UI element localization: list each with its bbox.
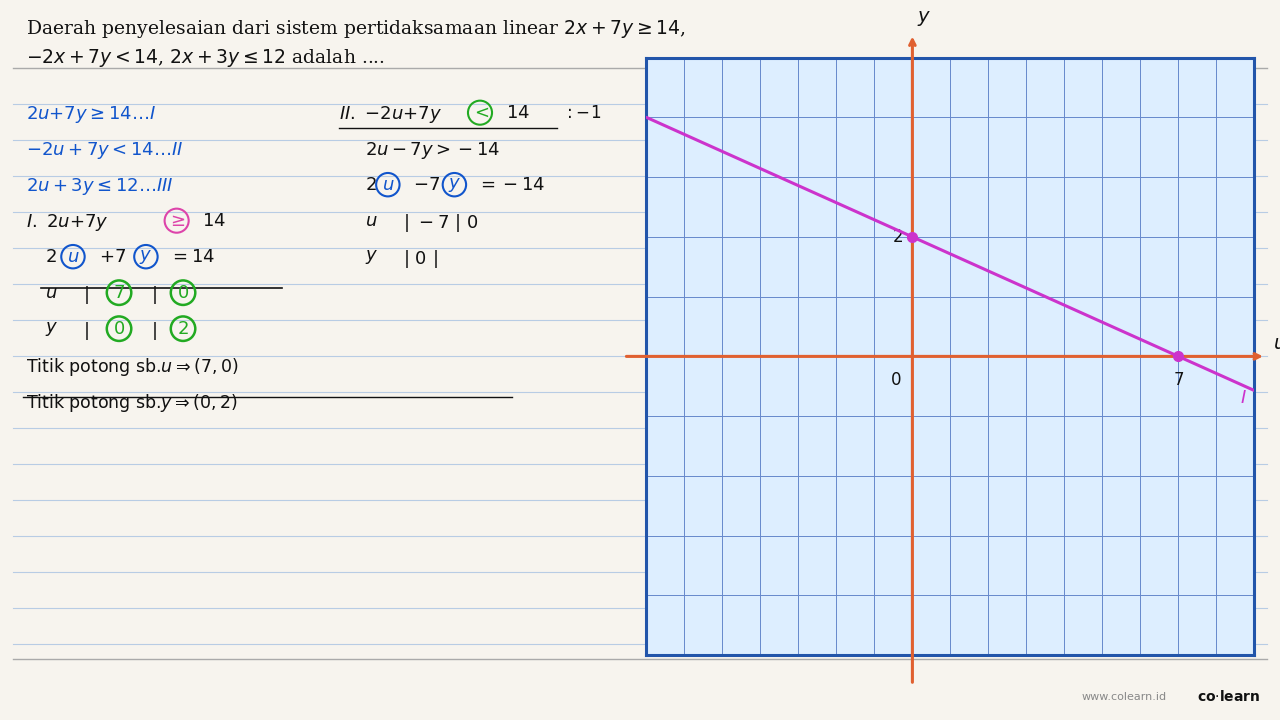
Text: $0$: $0$	[177, 284, 189, 302]
Text: $|$: $|$	[151, 320, 156, 343]
Text: $|$: $|$	[151, 284, 156, 307]
Text: $u$: $u$	[365, 212, 378, 230]
Text: $14$: $14$	[506, 104, 530, 122]
Text: $y$: $y$	[140, 248, 152, 266]
Text: 7: 7	[1174, 372, 1184, 390]
Text: $y$: $y$	[448, 176, 461, 194]
Text: $:\!-\!1$: $:\!-\!1$	[563, 104, 602, 122]
Text: $|$: $|$	[83, 320, 88, 343]
Text: $+7$: $+7$	[99, 248, 125, 266]
Text: $2u - 7y > -14$: $2u - 7y > -14$	[365, 140, 500, 161]
Text: 2: 2	[892, 228, 902, 246]
Text: $<$: $<$	[471, 104, 489, 122]
Text: $2u + 3y \leq 12 \ldots III$: $2u + 3y \leq 12 \ldots III$	[26, 176, 173, 197]
Text: $-7$: $-7$	[413, 176, 440, 194]
Text: $= 14$: $= 14$	[169, 248, 215, 266]
Text: $2$: $2$	[45, 248, 56, 266]
Text: $I$: $I$	[1239, 390, 1247, 408]
Text: $u$: $u$	[1274, 334, 1280, 354]
Text: $II.\ {-}2u{+}7y$: $II.\ {-}2u{+}7y$	[339, 104, 442, 125]
Text: $|$: $|$	[83, 284, 88, 307]
Text: $u$: $u$	[45, 284, 58, 302]
Text: $2u{+}7y \geq 14 \ldots I$: $2u{+}7y \geq 14 \ldots I$	[26, 104, 155, 125]
Text: Titik potong sb.$y \Rightarrow (0,2)$: Titik potong sb.$y \Rightarrow (0,2)$	[26, 392, 237, 415]
Text: $= -14$: $= -14$	[477, 176, 545, 194]
Text: $-2u + 7y < 14 \ldots II$: $-2u + 7y < 14 \ldots II$	[26, 140, 183, 161]
Text: $y$: $y$	[365, 248, 378, 266]
Text: 0: 0	[891, 372, 901, 390]
Text: $y$: $y$	[45, 320, 58, 338]
Text: $0$: $0$	[113, 320, 125, 338]
Text: $y$: $y$	[916, 9, 932, 27]
Text: $14$: $14$	[202, 212, 227, 230]
Text: $\geq$: $\geq$	[168, 212, 186, 230]
Text: $2$: $2$	[177, 320, 189, 338]
Text: $2$: $2$	[365, 176, 376, 194]
Text: $|\ -7\ |\ 0$: $|\ -7\ |\ 0$	[403, 212, 479, 235]
Text: $-2x + 7y < 14$, $2x + 3y \leq 12$ adalah ....: $-2x + 7y < 14$, $2x + 3y \leq 12$ adala…	[26, 47, 385, 69]
Text: $|\ 0\ |$: $|\ 0\ |$	[403, 248, 438, 271]
Text: $u$: $u$	[381, 176, 394, 194]
Text: www.colearn.id: www.colearn.id	[1082, 692, 1167, 702]
Text: $7$: $7$	[113, 284, 125, 302]
Text: co$\cdot$learn: co$\cdot$learn	[1197, 689, 1260, 704]
Text: $u$: $u$	[67, 248, 79, 266]
Text: Daerah penyelesaian dari sistem pertidaksamaan linear $2x + 7y \geq 14$,: Daerah penyelesaian dari sistem pertidak…	[26, 18, 685, 40]
Text: $I.\ 2u{+}7y$: $I.\ 2u{+}7y$	[26, 212, 109, 233]
Text: Titik potong sb.$u \Rightarrow (7,0)$: Titik potong sb.$u \Rightarrow (7,0)$	[26, 356, 238, 379]
